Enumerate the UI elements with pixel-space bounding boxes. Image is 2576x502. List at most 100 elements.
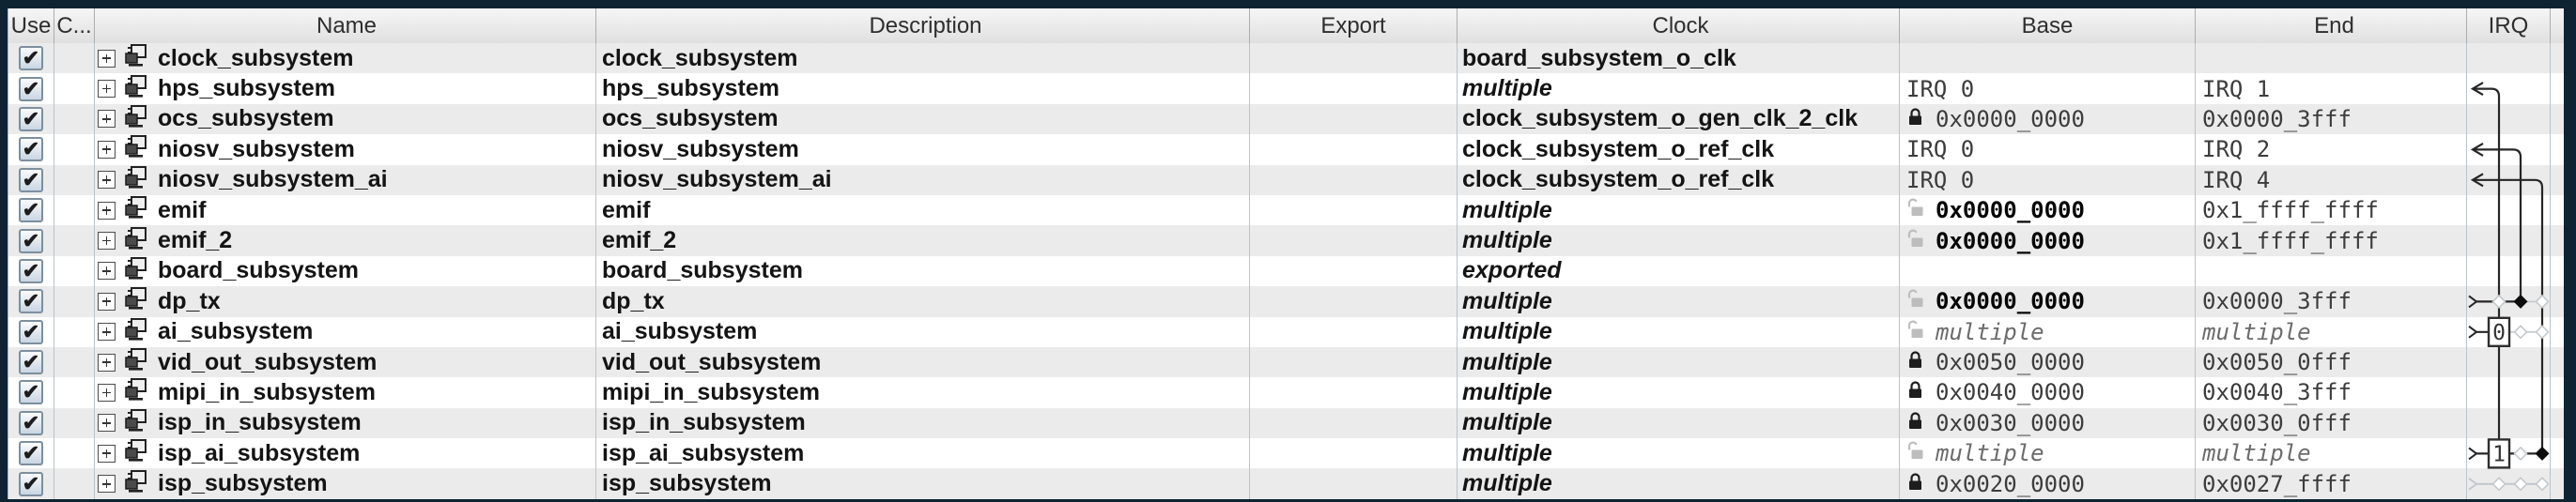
clock-cell[interactable]: exported [1458,255,1900,287]
irq-cell[interactable] [2467,225,2551,256]
export-cell[interactable] [1250,194,1458,226]
description-cell[interactable]: isp_in_subsystem [596,407,1250,439]
end-cell[interactable]: IRQ 1 [2196,73,2467,104]
name-cell[interactable]: hps_subsystem [95,73,596,104]
end-cell[interactable]: 0x1_ffff_ffff [2196,194,2467,226]
clock-cell[interactable]: multiple [1458,225,1900,256]
use-checkbox[interactable]: ✔ [19,198,43,223]
description-cell[interactable]: hps_subsystem [596,73,1250,104]
expand-plus-icon[interactable] [98,475,116,494]
description-cell[interactable]: dp_tx [596,286,1250,317]
name-cell[interactable]: niosv_subsystem [95,134,596,165]
clock-cell[interactable]: multiple [1458,346,1900,378]
end-cell[interactable]: IRQ 4 [2196,164,2467,195]
table-row[interactable]: ✔ ai_subsystem ai_subsystem multiple multipl… [8,316,2564,347]
base-cell[interactable] [1900,43,2196,74]
base-cell[interactable]: IRQ 0 [1900,73,2196,104]
irq-cell[interactable] [2467,134,2551,165]
export-cell[interactable] [1250,43,1458,74]
name-cell[interactable]: clock_subsystem [95,43,596,74]
use-checkbox[interactable]: ✔ [19,319,43,344]
table-row[interactable]: ✔ hps_subsystem hps_subsystem multiple IRQ 0… [8,73,2564,104]
name-cell[interactable]: board_subsystem [95,255,596,287]
end-cell[interactable] [2196,255,2467,287]
clock-cell[interactable]: multiple [1458,194,1900,226]
end-cell[interactable]: 0x0040_3fff [2196,377,2467,408]
end-cell[interactable]: IRQ 2 [2196,134,2467,165]
expand-plus-icon[interactable] [98,444,116,463]
name-cell[interactable]: isp_subsystem [95,468,596,499]
irq-cell[interactable] [2467,164,2551,195]
base-cell[interactable]: 0x0030_0000 [1900,407,2196,439]
description-cell[interactable]: niosv_subsystem_ai [596,164,1250,195]
irq-cell[interactable] [2467,194,2551,226]
end-cell[interactable]: 0x0030_0fff [2196,407,2467,439]
table-row[interactable]: ✔ ocs_subsystem ocs_subsystem clock_subsyst… [8,103,2564,135]
column-header-clock[interactable]: Clock [1458,8,1900,43]
irq-cell[interactable] [2467,73,2551,104]
description-cell[interactable]: vid_out_subsystem [596,346,1250,378]
use-checkbox[interactable]: ✔ [19,289,43,314]
name-cell[interactable]: emif [95,194,596,226]
clock-cell[interactable]: board_subsystem_o_clk [1458,43,1900,74]
base-cell[interactable]: multiple [1900,316,2196,347]
use-checkbox[interactable]: ✔ [19,471,43,496]
use-checkbox[interactable]: ✔ [19,410,43,435]
name-cell[interactable]: emif_2 [95,225,596,256]
end-cell[interactable]: multiple [2196,438,2467,469]
base-cell[interactable]: IRQ 0 [1900,164,2196,195]
irq-cell[interactable] [2467,316,2551,347]
clock-cell[interactable]: multiple [1458,468,1900,499]
expand-plus-icon[interactable] [98,140,116,159]
use-checkbox[interactable]: ✔ [19,380,43,405]
irq-cell[interactable] [2467,438,2551,469]
export-cell[interactable] [1250,225,1458,256]
description-cell[interactable]: clock_subsystem [596,43,1250,74]
table-row[interactable]: ✔ isp_in_subsystem isp_in_subsystem multipl… [8,407,2564,439]
column-header-end[interactable]: End [2196,8,2467,43]
use-checkbox[interactable]: ✔ [19,76,43,101]
use-checkbox[interactable]: ✔ [19,228,43,253]
clock-cell[interactable]: multiple [1458,438,1900,469]
irq-cell[interactable] [2467,407,2551,439]
clock-cell[interactable]: multiple [1458,377,1900,408]
expand-plus-icon[interactable] [98,171,116,190]
use-checkbox[interactable]: ✔ [19,167,43,192]
table-row[interactable]: ✔ emif emif multiple 0x0000_0000 0x1_ffff_fff… [8,194,2564,226]
base-cell[interactable]: 0x0000_0000 [1900,194,2196,226]
table-row[interactable]: ✔ mipi_in_subsystem mipi_in_subsystem multi… [8,377,2564,408]
use-checkbox[interactable]: ✔ [19,258,43,283]
use-checkbox[interactable]: ✔ [19,441,43,466]
name-cell[interactable]: ocs_subsystem [95,103,596,135]
name-cell[interactable]: dp_tx [95,286,596,317]
column-header-name[interactable]: Name [95,8,596,43]
base-cell[interactable]: 0x0000_0000 [1900,103,2196,135]
use-checkbox[interactable]: ✔ [19,106,43,131]
base-cell[interactable]: 0x0000_0000 [1900,225,2196,256]
expand-plus-icon[interactable] [98,292,116,311]
column-header-irq[interactable]: IRQ [2467,8,2551,43]
name-cell[interactable]: niosv_subsystem_ai [95,164,596,195]
base-cell[interactable] [1900,255,2196,287]
description-cell[interactable]: ocs_subsystem [596,103,1250,135]
base-cell[interactable]: multiple [1900,438,2196,469]
irq-cell[interactable] [2467,103,2551,135]
expand-plus-icon[interactable] [98,49,116,68]
name-cell[interactable]: isp_in_subsystem [95,407,596,439]
expand-plus-icon[interactable] [98,323,116,342]
export-cell[interactable] [1250,103,1458,135]
column-header-use[interactable]: Use [8,8,54,43]
base-cell[interactable]: 0x0020_0000 [1900,468,2196,499]
expand-plus-icon[interactable] [98,80,116,99]
name-cell[interactable]: mipi_in_subsystem [95,377,596,408]
column-header-connections[interactable]: C... [54,8,95,43]
export-cell[interactable] [1250,377,1458,408]
clock-cell[interactable]: multiple [1458,73,1900,104]
expand-plus-icon[interactable] [98,414,116,433]
export-cell[interactable] [1250,468,1458,499]
description-cell[interactable]: isp_ai_subsystem [596,438,1250,469]
table-row[interactable]: ✔ board_subsystem board_subsystem exported [8,255,2564,287]
end-cell[interactable]: 0x0000_3fff [2196,286,2467,317]
name-cell[interactable]: vid_out_subsystem [95,346,596,378]
base-cell[interactable]: 0x0040_0000 [1900,377,2196,408]
